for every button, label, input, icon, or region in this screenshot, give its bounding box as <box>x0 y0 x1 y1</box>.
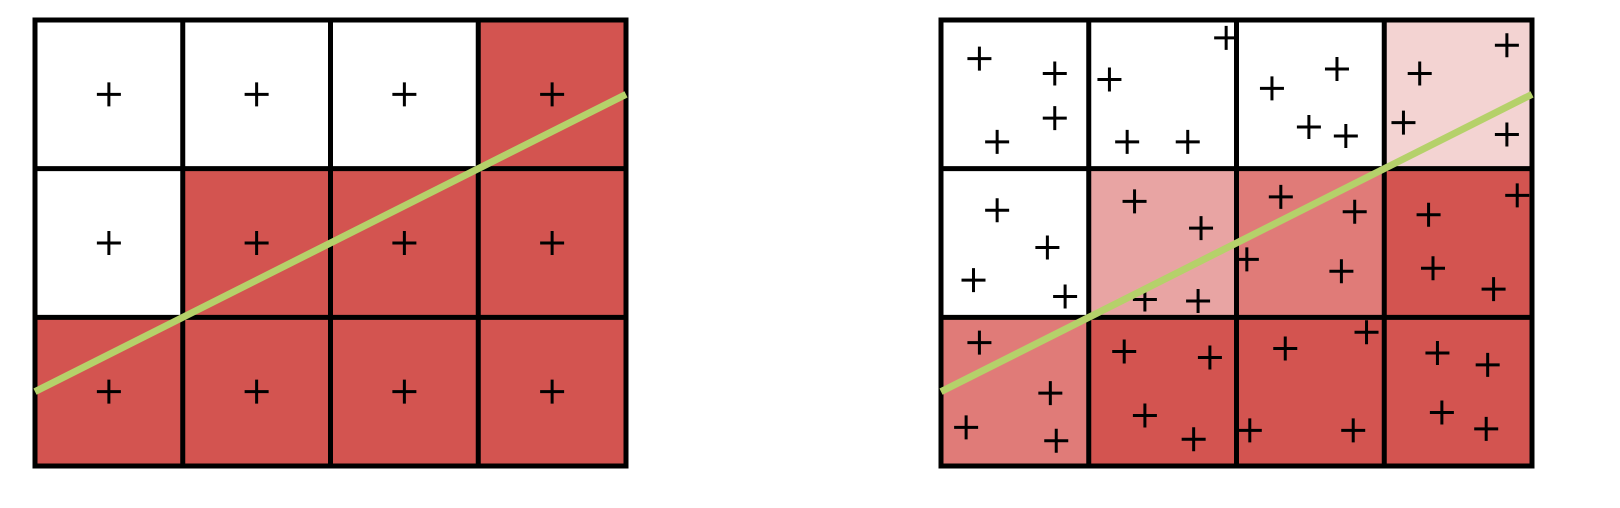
pixel-cell <box>1236 20 1385 169</box>
sample-point-marker <box>1273 336 1298 361</box>
sample-point-marker <box>1035 235 1060 260</box>
sample-point-marker <box>1042 61 1067 86</box>
sample-point-marker <box>1474 416 1499 441</box>
sample-point-marker <box>96 82 121 107</box>
sample-point-marker <box>1186 288 1211 313</box>
sample-point-marker <box>540 379 565 404</box>
pixel-cell <box>941 20 1089 169</box>
sample-point-marker <box>1324 57 1349 82</box>
sample-markers <box>96 82 565 404</box>
sample-point-marker <box>96 231 121 255</box>
sample-point-marker <box>985 198 1010 223</box>
pixel-cell <box>1384 20 1532 169</box>
sample-point-marker <box>967 46 992 71</box>
pixel-cell <box>1088 168 1237 318</box>
sample-point-marker <box>1429 400 1454 425</box>
sample-point-marker <box>1097 67 1122 92</box>
sample-point-marker <box>1044 428 1069 453</box>
sample-point-marker <box>1425 341 1450 366</box>
sample-point-marker <box>1268 184 1293 209</box>
sample-point-marker <box>1494 33 1519 58</box>
sample-point-marker <box>1038 381 1063 406</box>
sample-point-marker <box>244 231 269 255</box>
edge-line <box>33 91 628 395</box>
sample-point-marker <box>1122 189 1147 214</box>
sample-point-marker <box>1115 129 1140 154</box>
sample-point-marker <box>1505 183 1530 208</box>
sample-point-marker <box>96 379 121 404</box>
sample-point-marker <box>244 82 269 107</box>
sample-point-marker <box>954 415 979 440</box>
pixel-cell <box>1088 20 1237 169</box>
sample-markers <box>954 25 1530 453</box>
sample-point-marker <box>1481 277 1506 302</box>
sample-point-marker <box>540 231 565 255</box>
multi-sample-panel <box>938 17 1535 469</box>
pixel-cell <box>1384 317 1532 466</box>
sample-point-marker <box>540 82 565 107</box>
sample-point-marker <box>1341 418 1366 443</box>
sample-point-marker <box>1112 339 1137 364</box>
sample-point-marker <box>1259 76 1284 101</box>
sample-point-marker <box>1342 199 1367 224</box>
pixel-cell <box>1236 168 1385 318</box>
sample-point-marker <box>1354 320 1379 345</box>
sample-point-marker <box>1053 284 1078 309</box>
sample-point-marker <box>1175 129 1200 154</box>
sample-point-marker <box>1296 115 1321 140</box>
sample-point-marker <box>244 379 269 404</box>
sample-point-marker <box>1197 345 1222 370</box>
sample-point-marker <box>1407 61 1432 86</box>
sample-point-marker <box>1042 106 1067 131</box>
sample-point-marker <box>1421 256 1446 281</box>
sample-point-marker <box>1181 427 1206 452</box>
sample-point-marker <box>1189 216 1214 241</box>
pixel-grid <box>32 17 629 469</box>
sample-point-marker <box>392 82 417 107</box>
sample-point-marker <box>1237 418 1262 443</box>
edge-line <box>939 91 1534 395</box>
sample-point-marker <box>1234 247 1259 272</box>
pixel-cell <box>1384 168 1532 318</box>
sample-point-marker <box>961 268 986 293</box>
sample-point-marker <box>392 231 417 255</box>
pixel-cell <box>941 317 1089 466</box>
sample-point-marker <box>392 379 417 404</box>
sample-point-marker <box>985 129 1010 154</box>
sample-point-marker <box>1333 123 1358 148</box>
sample-point-marker <box>1132 403 1157 428</box>
sample-point-marker <box>1329 259 1354 284</box>
sample-point-marker <box>1391 110 1416 135</box>
sample-point-marker <box>1416 202 1441 227</box>
sample-point-marker <box>967 330 992 355</box>
pixel-cell <box>1088 317 1237 466</box>
pixel-cell <box>1236 317 1385 466</box>
sample-point-marker <box>1214 25 1239 50</box>
single-sample-panel <box>32 17 629 469</box>
sample-point-marker <box>1475 352 1500 377</box>
sample-point-marker <box>1494 122 1519 147</box>
